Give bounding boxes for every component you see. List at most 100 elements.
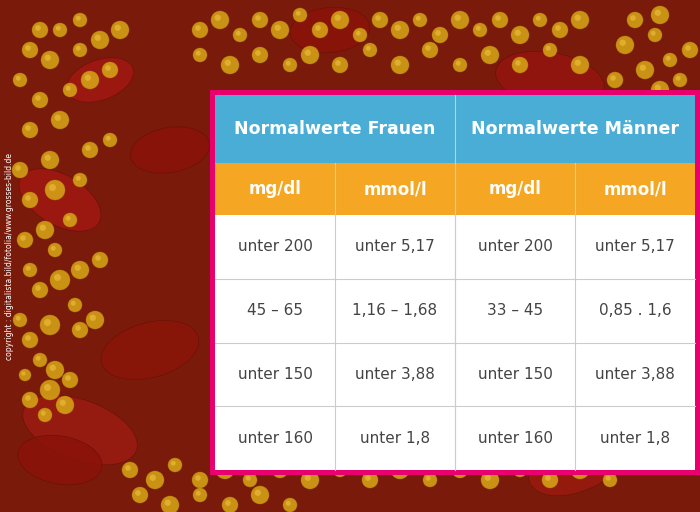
Circle shape bbox=[395, 59, 401, 66]
Circle shape bbox=[422, 42, 438, 58]
Circle shape bbox=[575, 15, 581, 21]
Text: unter 5,17: unter 5,17 bbox=[595, 240, 675, 254]
Circle shape bbox=[36, 221, 54, 239]
Circle shape bbox=[164, 500, 171, 506]
Text: unter 1,8: unter 1,8 bbox=[360, 431, 430, 445]
Ellipse shape bbox=[433, 409, 526, 471]
Bar bbox=[215, 95, 695, 163]
Circle shape bbox=[640, 235, 646, 241]
Circle shape bbox=[85, 145, 91, 151]
Circle shape bbox=[256, 50, 261, 56]
Circle shape bbox=[601, 211, 619, 229]
Circle shape bbox=[72, 322, 88, 338]
Circle shape bbox=[49, 184, 56, 191]
Circle shape bbox=[25, 195, 31, 201]
Circle shape bbox=[432, 27, 448, 43]
Circle shape bbox=[671, 321, 676, 326]
Circle shape bbox=[22, 392, 38, 408]
Circle shape bbox=[82, 142, 98, 158]
Text: Normalwerte Männer: Normalwerte Männer bbox=[471, 120, 679, 138]
Text: 45 – 65: 45 – 65 bbox=[247, 303, 303, 318]
Circle shape bbox=[71, 261, 89, 279]
Circle shape bbox=[546, 46, 551, 51]
Circle shape bbox=[630, 185, 636, 191]
Text: unter 150: unter 150 bbox=[237, 367, 312, 382]
Circle shape bbox=[685, 379, 691, 386]
Text: copyright : digitalista.bild/fotolia/www.grosses-bild.de: copyright : digitalista.bild/fotolia/www… bbox=[6, 153, 15, 359]
Circle shape bbox=[454, 15, 461, 21]
Circle shape bbox=[196, 491, 201, 496]
Circle shape bbox=[44, 384, 51, 391]
Circle shape bbox=[312, 22, 328, 38]
Circle shape bbox=[648, 203, 662, 217]
Circle shape bbox=[656, 401, 661, 406]
Ellipse shape bbox=[592, 270, 689, 330]
Circle shape bbox=[331, 11, 349, 29]
Circle shape bbox=[13, 313, 27, 327]
Circle shape bbox=[481, 471, 499, 489]
Circle shape bbox=[426, 476, 430, 481]
Circle shape bbox=[85, 75, 91, 81]
Circle shape bbox=[150, 475, 156, 481]
Circle shape bbox=[642, 372, 658, 388]
Circle shape bbox=[115, 25, 121, 31]
Circle shape bbox=[105, 65, 111, 71]
Circle shape bbox=[649, 334, 656, 341]
Circle shape bbox=[246, 476, 251, 481]
Circle shape bbox=[571, 11, 589, 29]
Circle shape bbox=[76, 176, 80, 181]
Bar bbox=[215, 163, 695, 215]
Circle shape bbox=[304, 475, 311, 481]
Circle shape bbox=[606, 325, 611, 331]
Circle shape bbox=[95, 255, 101, 261]
Circle shape bbox=[602, 322, 618, 338]
Circle shape bbox=[663, 53, 677, 67]
Circle shape bbox=[135, 490, 141, 496]
Circle shape bbox=[16, 76, 21, 81]
Circle shape bbox=[643, 113, 657, 127]
Circle shape bbox=[666, 366, 671, 371]
Circle shape bbox=[640, 65, 646, 71]
Circle shape bbox=[222, 497, 238, 512]
Circle shape bbox=[622, 371, 626, 376]
Text: unter 160: unter 160 bbox=[237, 431, 312, 445]
Circle shape bbox=[22, 122, 38, 138]
Circle shape bbox=[536, 16, 540, 20]
Circle shape bbox=[484, 475, 491, 481]
Circle shape bbox=[283, 58, 297, 72]
Circle shape bbox=[335, 15, 341, 21]
Circle shape bbox=[94, 35, 101, 41]
Circle shape bbox=[54, 274, 61, 281]
Circle shape bbox=[192, 472, 208, 488]
Circle shape bbox=[353, 28, 367, 42]
Circle shape bbox=[635, 275, 640, 281]
Circle shape bbox=[216, 461, 234, 479]
Circle shape bbox=[636, 146, 654, 164]
Ellipse shape bbox=[579, 119, 661, 181]
Circle shape bbox=[645, 330, 665, 350]
Circle shape bbox=[668, 318, 682, 332]
Circle shape bbox=[625, 345, 631, 351]
Circle shape bbox=[451, 11, 469, 29]
Circle shape bbox=[619, 369, 631, 381]
Circle shape bbox=[607, 162, 623, 178]
Circle shape bbox=[286, 61, 290, 66]
Circle shape bbox=[671, 386, 689, 404]
Circle shape bbox=[654, 10, 661, 16]
Circle shape bbox=[678, 163, 692, 177]
Circle shape bbox=[161, 496, 179, 512]
Ellipse shape bbox=[18, 435, 102, 485]
Text: 1,16 – 1,68: 1,16 – 1,68 bbox=[352, 303, 438, 318]
Circle shape bbox=[272, 462, 288, 478]
Circle shape bbox=[611, 121, 629, 139]
Circle shape bbox=[542, 472, 558, 488]
Circle shape bbox=[391, 56, 409, 74]
Text: 0,85 . 1,6: 0,85 . 1,6 bbox=[598, 303, 671, 318]
Text: unter 150: unter 150 bbox=[477, 367, 552, 382]
Circle shape bbox=[645, 375, 651, 381]
Circle shape bbox=[395, 464, 401, 471]
Circle shape bbox=[17, 232, 33, 248]
Circle shape bbox=[682, 122, 698, 138]
Circle shape bbox=[511, 26, 529, 44]
Circle shape bbox=[636, 61, 654, 79]
